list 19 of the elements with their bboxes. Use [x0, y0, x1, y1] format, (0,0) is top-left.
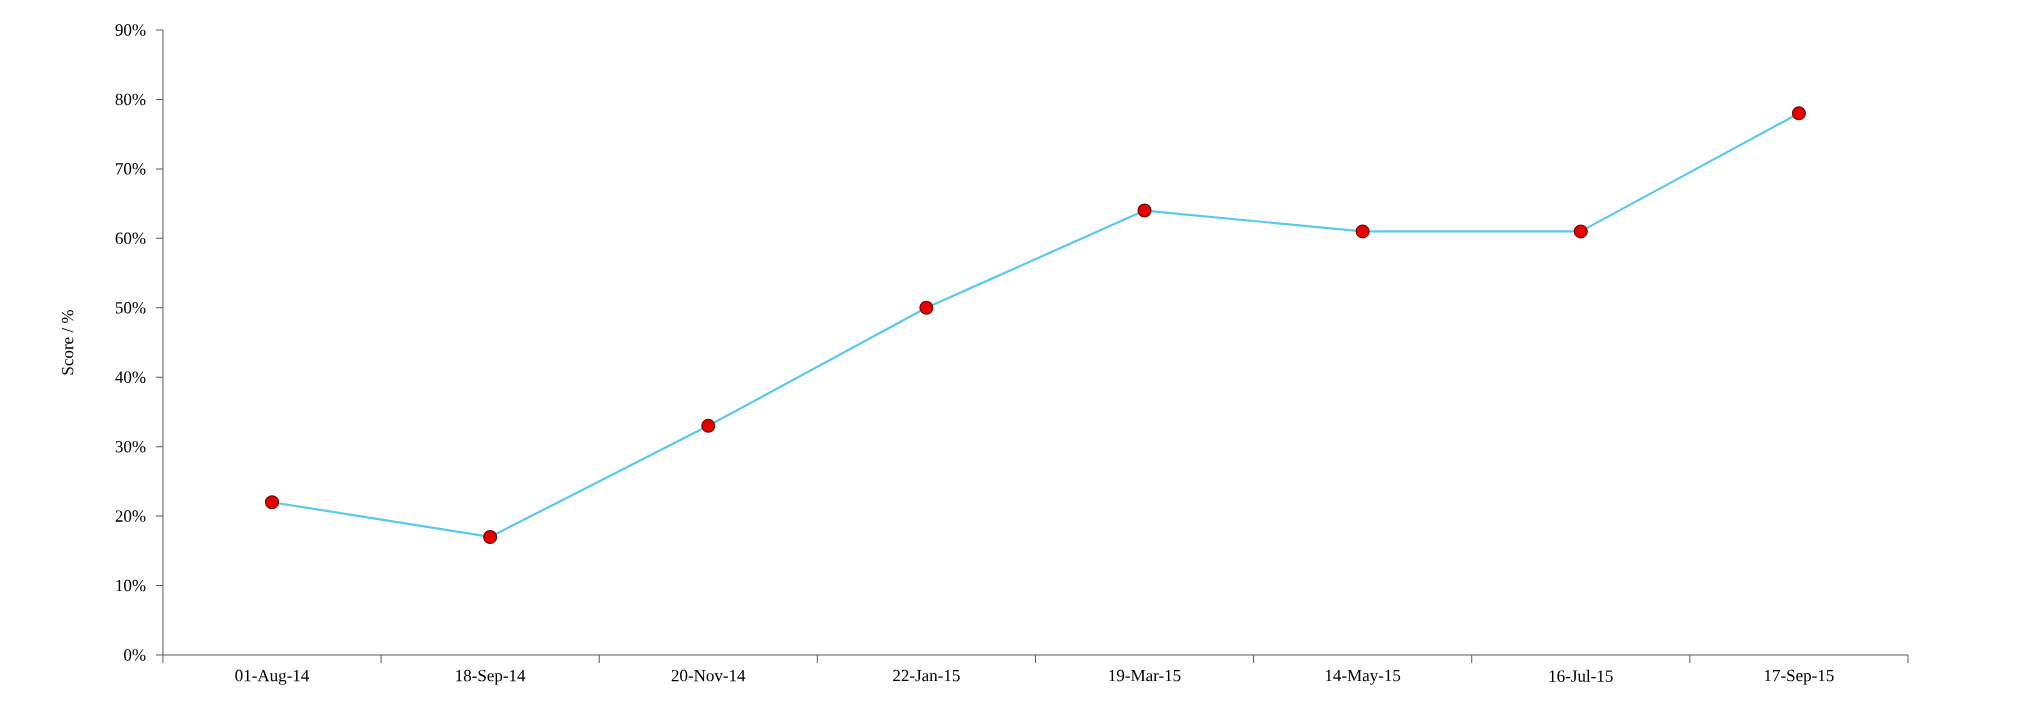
y-tick-label: 40% [115, 371, 146, 383]
y-tick-label: 80% [115, 93, 146, 106]
y-tick-label: 20% [115, 510, 146, 522]
y-tick-label: 0% [124, 649, 146, 661]
y-tick-label: 90% [115, 24, 146, 36]
x-tick-label: 19-Mar-15 [1109, 669, 1181, 682]
y-tick-label: 50% [115, 302, 146, 314]
x-tick-label: 22-Jan-15 [893, 669, 960, 682]
x-tick-label: 17-Sep-15 [1764, 669, 1834, 685]
x-tick-label: 16-Jul-15 [1549, 669, 1613, 682]
x-tick-label: 18-Sep-14 [456, 669, 526, 685]
x-tick-label: 01-Aug-14 [235, 669, 310, 685]
y-tick-label: 70% [116, 163, 146, 175]
y-axis-title: Score / % [61, 310, 74, 375]
x-tick-label: 20-Nov-14 [671, 669, 746, 682]
y-tick-label: 60% [115, 232, 146, 245]
y-tick-label: 30% [115, 440, 146, 453]
x-tick-label: 14-May-15 [1325, 669, 1401, 685]
y-tick-label: 10% [116, 579, 146, 592]
